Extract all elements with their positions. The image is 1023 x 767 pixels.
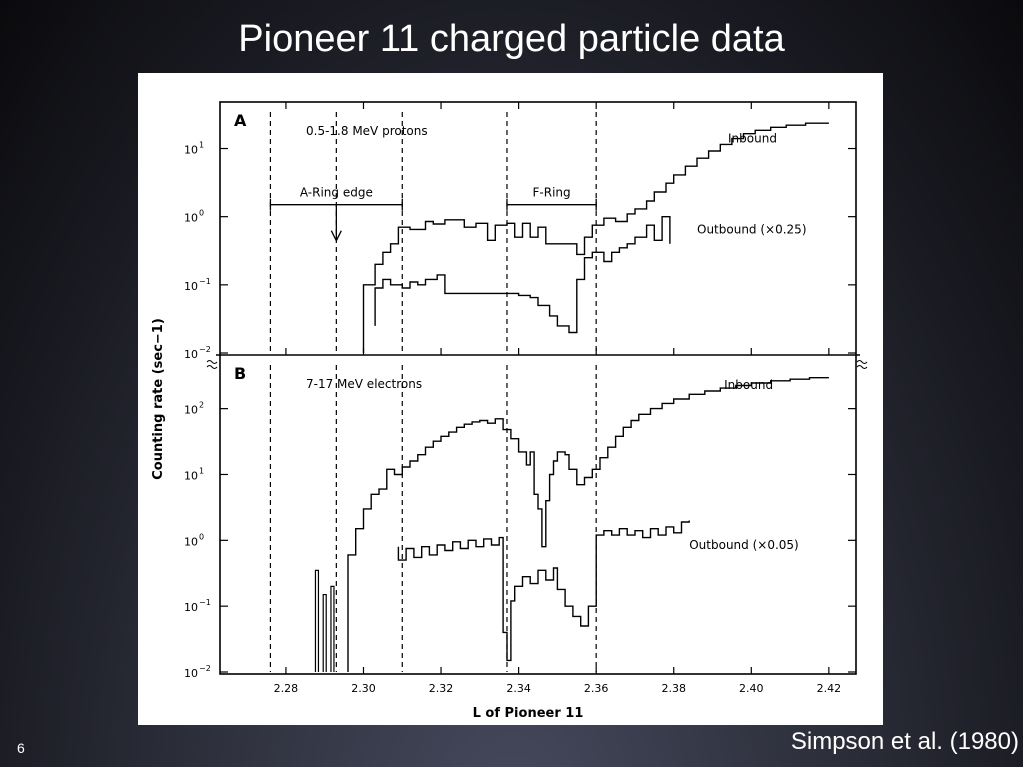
y-tick-label: 10 xyxy=(184,601,198,614)
series-line-outbound xyxy=(397,520,690,662)
ring-label: F-Ring xyxy=(533,186,571,200)
y-tick-exponent: −1 xyxy=(199,598,211,607)
series-line-inbound xyxy=(362,122,829,353)
series-label: Outbound (×0.25) xyxy=(697,222,807,236)
plot-frame xyxy=(219,101,857,675)
y-axis-title: Counting rate (sec−1) xyxy=(151,318,166,480)
slide-number: 6 xyxy=(17,740,25,756)
panel-letter: A xyxy=(234,111,247,130)
spike-mark xyxy=(314,569,320,672)
y-tick-label: 10 xyxy=(184,535,198,548)
citation: Simpson et al. (1980) xyxy=(790,728,1019,755)
y-tick-exponent: 0 xyxy=(199,532,204,541)
y-tick-label: 10 xyxy=(184,280,198,293)
y-tick-label: 10 xyxy=(184,348,198,361)
series-label: Inbound xyxy=(728,132,777,146)
panel-subtitle: 0.5-1.8 MeV protons xyxy=(306,124,428,138)
y-tick-label: 10 xyxy=(184,212,198,225)
y-tick-exponent: −2 xyxy=(199,345,211,354)
spike-mark xyxy=(322,593,327,672)
x-tick-label: 2.36 xyxy=(584,682,609,695)
y-tick-label: 10 xyxy=(184,404,198,417)
panel-letter: B xyxy=(234,364,246,383)
ring-label: A-Ring edge xyxy=(300,186,373,200)
y-tick-label: 10 xyxy=(184,144,198,157)
series-label: Inbound xyxy=(724,378,773,392)
axis-break-mark xyxy=(856,360,868,369)
figure-panel: Counting rate (sec−1) L of Pioneer 11 2.… xyxy=(138,73,883,725)
particle-chart: Counting rate (sec−1) L of Pioneer 11 2.… xyxy=(151,101,868,721)
x-tick-label: 2.38 xyxy=(661,682,686,695)
y-tick-exponent: −2 xyxy=(199,664,211,673)
panel-subtitle: 7-17 MeV electrons xyxy=(306,377,422,391)
arrow-head xyxy=(330,230,342,243)
x-tick-label: 2.40 xyxy=(739,682,764,695)
slide-title: Pioneer 11 charged particle data xyxy=(238,18,785,60)
spike-mark xyxy=(330,585,335,672)
y-tick-exponent: 2 xyxy=(199,401,204,410)
x-tick-label: 2.34 xyxy=(506,682,531,695)
x-tick-label: 2.32 xyxy=(429,682,454,695)
axis-break-mark xyxy=(206,360,218,369)
series-label: Outbound (×0.05) xyxy=(689,538,799,552)
y-tick-exponent: −1 xyxy=(199,277,211,286)
series-line-outbound xyxy=(374,216,671,334)
y-tick-exponent: 0 xyxy=(199,209,204,218)
y-tick-label: 10 xyxy=(184,667,198,680)
y-tick-label: 10 xyxy=(184,469,198,482)
y-tick-exponent: 1 xyxy=(199,141,204,150)
x-tick-label: 2.42 xyxy=(817,682,842,695)
series-line-inbound xyxy=(347,377,829,672)
x-axis-title: L of Pioneer 11 xyxy=(473,706,584,721)
x-tick-label: 2.28 xyxy=(274,682,299,695)
y-tick-exponent: 1 xyxy=(199,466,204,475)
x-tick-label: 2.30 xyxy=(351,682,376,695)
